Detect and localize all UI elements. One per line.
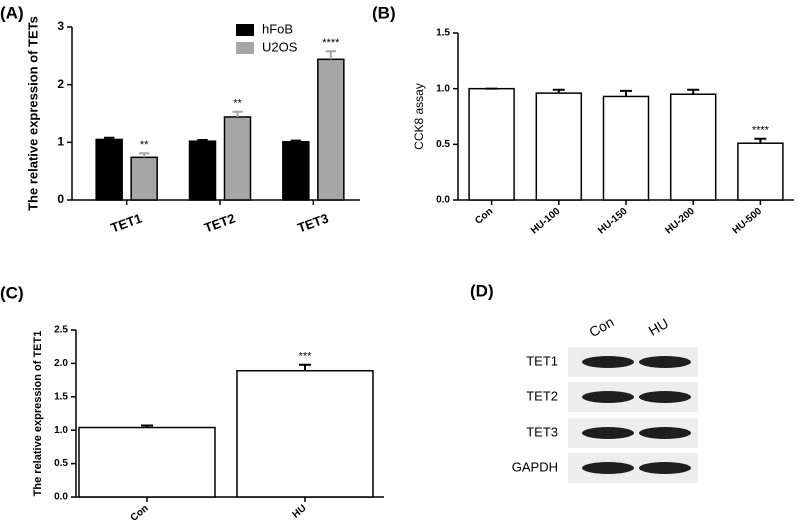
significance-label: ****	[752, 125, 770, 137]
y-tick-label: 2.0	[54, 358, 68, 369]
bar	[130, 156, 158, 201]
panel-label: (A)	[0, 3, 24, 22]
bar	[95, 138, 123, 201]
y-tick-label: 0.0	[436, 195, 450, 206]
blot-band	[639, 462, 691, 474]
y-tick-label: 1.0	[54, 425, 68, 436]
blot-band	[639, 427, 691, 439]
y-tick-label: 1	[57, 135, 64, 149]
bar	[188, 140, 217, 201]
bar	[236, 369, 374, 498]
y-tick-label: 1.0	[436, 83, 450, 94]
y-tick-label: 0.5	[436, 139, 450, 150]
error-bar	[325, 50, 337, 60]
bar	[78, 426, 216, 498]
y-tick-label: 2.5	[54, 325, 68, 336]
legend-label: hFoB	[262, 21, 293, 36]
error-bar	[232, 110, 243, 117]
bar	[737, 142, 784, 201]
blot-band	[582, 427, 634, 439]
bar	[669, 93, 717, 201]
error-bar	[299, 363, 311, 371]
y-tick-label: 3	[57, 19, 64, 33]
blot-band	[582, 462, 634, 474]
y-tick-label: 0	[57, 192, 64, 206]
panel-label: (B)	[372, 3, 396, 22]
x-tick-label: HU-500	[731, 206, 765, 237]
x-tick-label: TET1	[109, 211, 144, 236]
panel-label: (D)	[470, 281, 494, 300]
bar	[223, 116, 252, 201]
y-tick-label: 1.5	[436, 28, 450, 39]
blot-column-label: Con	[586, 314, 616, 341]
x-tick-label: Con	[473, 206, 495, 227]
y-tick-label: 2	[57, 77, 64, 91]
x-tick-label: TET3	[295, 211, 330, 236]
x-tick-label: HU-200	[663, 206, 697, 237]
bar	[535, 92, 583, 201]
error-bar	[552, 88, 565, 94]
error-bar	[620, 89, 632, 97]
x-tick-label: HU	[290, 503, 308, 521]
blot-row-label: TET3	[526, 424, 558, 439]
significance-label: ***	[299, 351, 313, 363]
blot-band	[582, 356, 634, 368]
legend-swatch	[236, 42, 254, 54]
blot-row-label: TET1	[526, 353, 558, 368]
blot-column-label: HU	[646, 315, 672, 339]
y-axis-label: The relative expression of TET1	[32, 331, 44, 497]
panel-label: (C)	[0, 283, 24, 302]
error-bar	[103, 136, 115, 140]
y-tick-label: 0.0	[54, 492, 68, 503]
bar	[282, 141, 310, 201]
bar	[317, 58, 345, 201]
error-bar	[687, 88, 700, 95]
significance-label: **	[140, 139, 149, 151]
blot-band	[582, 391, 634, 403]
legend-swatch	[236, 24, 254, 36]
significance-label: ****	[322, 37, 340, 49]
error-bar	[197, 139, 208, 142]
blot-row-label: TET2	[526, 388, 558, 403]
x-tick-label: Con	[129, 503, 151, 524]
legend-label: U2OS	[262, 39, 298, 54]
bar	[602, 95, 650, 201]
error-bar	[138, 152, 150, 158]
error-bar	[141, 424, 153, 428]
x-tick-label: TET2	[202, 211, 237, 236]
x-tick-label: HU-100	[529, 206, 563, 237]
error-bar	[754, 137, 767, 144]
y-axis-label: The relative expression of TETs	[25, 16, 40, 211]
blot-band	[639, 356, 691, 368]
blot-row-label: GAPDH	[512, 459, 558, 474]
y-tick-label: 0.5	[54, 458, 68, 469]
significance-label: **	[233, 98, 242, 110]
y-tick-label: 1.5	[54, 391, 68, 402]
bar	[468, 87, 515, 201]
x-tick-label: HU-150	[596, 206, 630, 237]
blot-band	[639, 391, 691, 403]
y-axis-label: CCK8 assay	[412, 83, 426, 150]
error-bar	[290, 139, 302, 142]
